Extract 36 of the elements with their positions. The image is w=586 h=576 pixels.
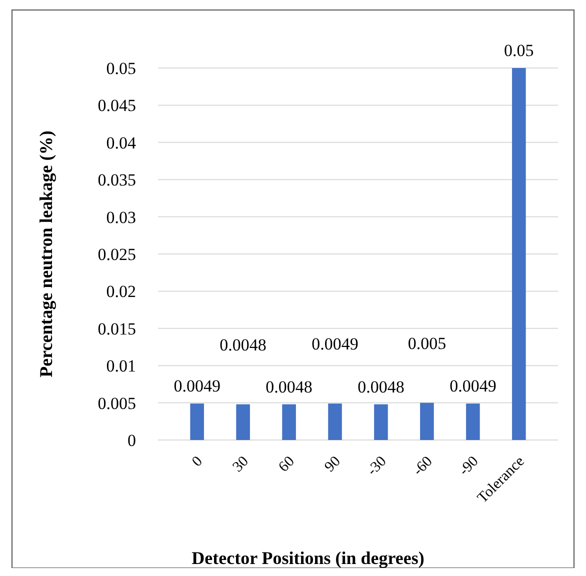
y-tick-label: 0.01	[106, 356, 136, 376]
bar	[466, 404, 480, 440]
data-label: 0.0048	[358, 377, 404, 396]
x-tick-label: 90	[322, 454, 344, 476]
bar	[328, 404, 342, 440]
x-tick-label: -30	[364, 454, 390, 479]
y-tick-label: 0.005	[98, 394, 136, 413]
y-tick-label: 0	[128, 430, 136, 450]
bar	[236, 404, 250, 440]
y-tick-label: 0.05	[106, 58, 136, 78]
data-label: 0.0048	[266, 377, 312, 396]
data-label: 0.0049	[174, 376, 220, 396]
x-tick-label: 60	[276, 454, 298, 476]
data-label: 0.05	[504, 41, 534, 60]
y-axis-title: Percentage neutron leakage (%)	[36, 130, 56, 378]
y-tick-label: 0.02	[106, 282, 136, 302]
x-tick-label: 0	[189, 454, 206, 470]
bar	[282, 404, 296, 440]
data-label: 0.0049	[312, 334, 358, 354]
y-tick-label: 0.015	[98, 319, 136, 338]
y-tick-label: 0.03	[106, 208, 136, 227]
data-label: 0.0048	[220, 335, 266, 354]
x-axis-title: Detector Positions (in degrees)	[192, 548, 424, 568]
bar	[190, 404, 204, 440]
x-tick-label: 30	[230, 454, 252, 476]
x-tick-label: -90	[456, 454, 482, 479]
data-label: 0.005	[408, 334, 446, 353]
data-label: 0.0049	[450, 376, 496, 396]
x-tick-label: -60	[410, 454, 436, 479]
y-tick-label: 0.045	[98, 96, 136, 116]
y-tick-label: 0.025	[98, 244, 136, 264]
y-tick-label: 0.04	[106, 133, 136, 152]
bar	[374, 404, 388, 440]
bar	[512, 68, 526, 440]
bar	[420, 402, 434, 440]
y-tick-label: 0.035	[98, 170, 136, 190]
